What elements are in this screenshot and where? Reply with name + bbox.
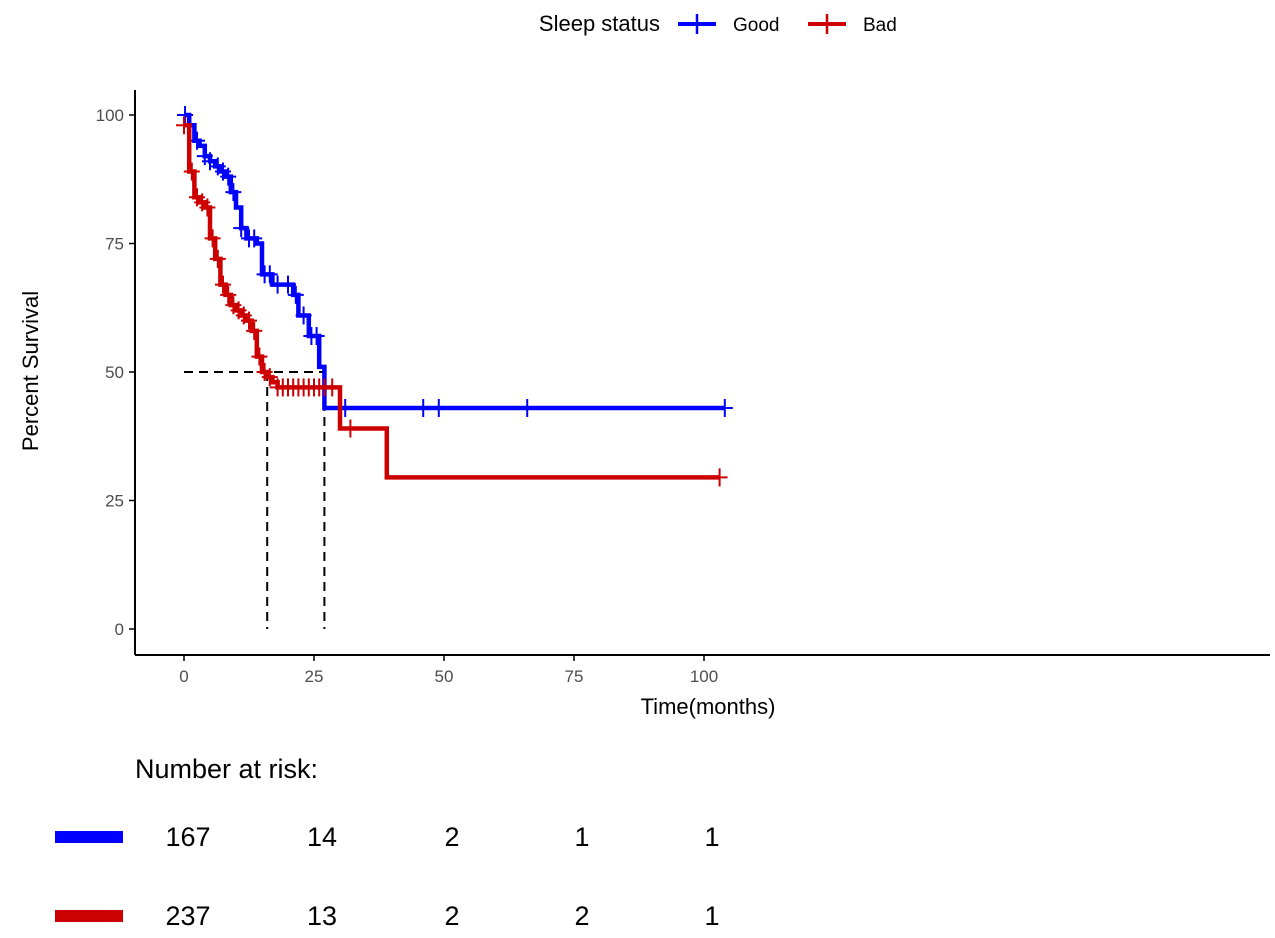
censor-mark-bad xyxy=(711,468,728,487)
censor-mark-bad xyxy=(204,229,221,248)
censor-mark-bad xyxy=(342,419,359,438)
legend-title: Sleep status xyxy=(539,11,660,36)
legend-entry-good: Good xyxy=(678,14,779,36)
censor-mark-good xyxy=(287,285,304,304)
x-axis-title: Time(months) xyxy=(641,694,776,719)
censor-mark-good xyxy=(519,398,536,417)
y-tick-label: 0 xyxy=(115,620,124,639)
censor-mark-good xyxy=(716,398,733,417)
risk-table-title: Number at risk: xyxy=(135,754,318,784)
censor-mark-good xyxy=(261,265,278,284)
censor-mark-good xyxy=(225,183,242,202)
risk-row-swatch-good xyxy=(55,831,123,843)
legend: Sleep status Good Bad xyxy=(539,11,897,36)
censor-mark-good xyxy=(415,398,432,417)
censor-mark-good xyxy=(430,398,447,417)
censor-mark-good xyxy=(220,167,237,186)
risk-value-good: 2 xyxy=(444,822,459,852)
x-tick-label: 50 xyxy=(435,667,454,686)
legend-label-good: Good xyxy=(733,15,779,36)
risk-value-bad: 13 xyxy=(307,901,337,931)
risk-value-good: 167 xyxy=(165,822,210,852)
censor-mark-bad xyxy=(199,198,216,217)
x-tick-label: 100 xyxy=(690,667,718,686)
risk-value-good: 1 xyxy=(574,822,589,852)
censor-mark-bad xyxy=(241,311,257,330)
censor-mark-good xyxy=(177,106,194,124)
risk-value-bad: 2 xyxy=(574,901,589,931)
censor-mark-good xyxy=(280,275,296,294)
censor-mark-good xyxy=(295,306,312,325)
risk-value-good: 1 xyxy=(704,822,719,852)
y-tick-label: 50 xyxy=(105,363,124,382)
y-ticks: 0 25 50 75 100 xyxy=(96,106,135,639)
risk-value-good: 14 xyxy=(307,822,337,852)
censor-mark-bad xyxy=(183,162,200,181)
risk-value-bad: 2 xyxy=(444,901,459,931)
survival-curve-bad xyxy=(184,123,720,480)
censor-mark-bad xyxy=(246,321,263,340)
y-tick-label: 75 xyxy=(105,235,124,254)
censor-mark-bad xyxy=(261,368,278,387)
censor-mark-bad xyxy=(324,378,341,397)
risk-row-swatch-bad xyxy=(55,910,123,922)
median-lines xyxy=(184,371,326,629)
risk-value-bad: 237 xyxy=(165,901,210,931)
survival-curves xyxy=(176,106,733,487)
censor-mark-bad xyxy=(251,347,268,366)
legend-label-bad: Bad xyxy=(863,15,897,36)
x-tick-label: 25 xyxy=(305,667,324,686)
risk-value-bad: 1 xyxy=(704,901,719,931)
legend-entry-bad: Bad xyxy=(808,14,897,36)
y-axis-title: Percent Survival xyxy=(18,291,43,451)
x-ticks: 0 25 50 75 100 xyxy=(179,655,718,686)
risk-table: Number at risk: 167 14 2 1 1 237 13 2 2 1 xyxy=(55,754,720,931)
x-tick-label: 0 xyxy=(179,667,188,686)
censor-mark-good xyxy=(246,229,263,248)
censor-mark-bad xyxy=(220,285,237,304)
y-tick-label: 100 xyxy=(96,106,124,125)
censor-mark-good xyxy=(189,131,205,150)
y-tick-label: 25 xyxy=(105,492,124,511)
censor-mark-good xyxy=(308,327,325,346)
censor-mark-bad xyxy=(176,116,192,135)
censor-mark-good xyxy=(233,219,250,238)
censor-mark-bad xyxy=(215,275,231,294)
x-tick-label: 75 xyxy=(565,667,584,686)
censor-mark-bad xyxy=(209,249,226,268)
